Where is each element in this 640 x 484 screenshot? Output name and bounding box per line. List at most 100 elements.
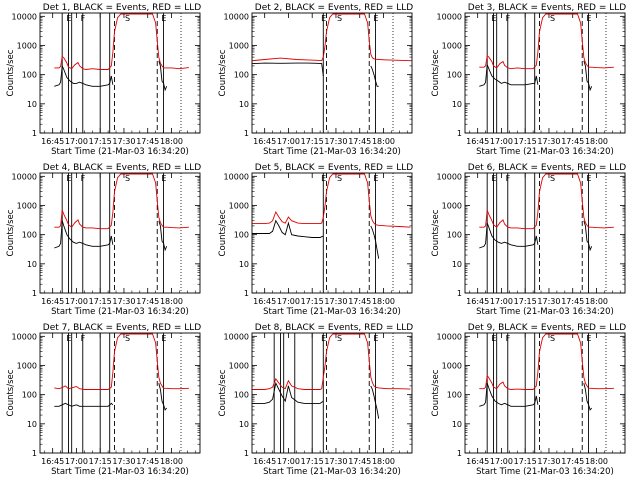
events-rate-line [54, 64, 114, 87]
y-tick-label: 10 [452, 100, 462, 109]
panel-title: Det 5, BLACK = Events, RED = LLD [255, 163, 414, 173]
x-tick-label: 18:00 [585, 137, 608, 146]
marker-label-s: S [550, 14, 555, 23]
marker-label-f: F [506, 334, 511, 343]
marker-label-e: E [586, 14, 591, 23]
x-tick-label: 17:00 [65, 297, 88, 306]
y-tick-label: 10000 [224, 332, 249, 341]
events-rate-line [583, 220, 593, 252]
y-tick-label: 1000 [229, 361, 249, 370]
x-tick-label: 16:45 [466, 457, 489, 466]
x-axis-label: Start Time (21-Mar-03 16:34:20) [51, 307, 189, 317]
plot-area [252, 173, 411, 293]
x-tick-label: 17:45 [136, 137, 159, 146]
x-axis-label: Start Time (21-Mar-03 16:34:20) [263, 467, 401, 477]
y-tick-label: 10 [27, 260, 37, 269]
marker-label-e: E [66, 174, 71, 183]
events-rate-line [370, 385, 380, 419]
marker-label-s: S [550, 174, 555, 183]
marker-label-f: F [81, 14, 86, 23]
events-rate-line [479, 64, 539, 87]
x-tick-label: 18:00 [160, 137, 183, 146]
x-tick-label: 17:15 [301, 137, 324, 146]
panel-frame [251, 332, 413, 454]
panel-det-9: Det 9, BLACK = Events, RED = LLD 1 10 100 10… [431, 323, 626, 477]
x-tick-label: 17:30 [112, 457, 135, 466]
marker-label-e: E [161, 334, 166, 343]
y-tick-label: 10000 [12, 332, 37, 341]
panel-title: Det 6, BLACK = Events, RED = LLD [468, 163, 627, 173]
x-tick-label: 17:15 [301, 297, 324, 306]
y-tick-label: 1 [32, 449, 37, 458]
events-rate-line [583, 382, 593, 411]
panel-det-7: Det 7, BLACK = Events, RED = LLD 1 10 100 10… [6, 323, 201, 477]
panel-title: Det 1, BLACK = Events, RED = LLD [43, 3, 202, 13]
y-tick-label: 10 [239, 420, 249, 429]
y-tick-label: 1 [32, 289, 37, 298]
panel-det-2: Det 2, BLACK = Events, RED = LLD 1 10 100 10… [218, 3, 413, 157]
events-rate-line [479, 382, 539, 407]
panel-title: Det 3, BLACK = Events, RED = LLD [468, 3, 627, 13]
x-tick-label: 17:15 [89, 137, 112, 146]
y-tick-label: 1 [457, 129, 462, 138]
plot-area [479, 173, 614, 293]
marker-label-e: E [491, 14, 496, 23]
y-tick-label: 1000 [442, 41, 462, 50]
x-tick-label: 17:00 [490, 457, 513, 466]
x-tick-label: 17:15 [89, 457, 112, 466]
lld-rate-line [54, 13, 189, 70]
lld-rate-line [479, 333, 614, 390]
marker-label-e: E [586, 174, 591, 183]
x-axis-label: Start Time (21-Mar-03 16:34:20) [263, 147, 401, 157]
x-tick-label: 17:00 [277, 457, 300, 466]
x-tick-label: 17:15 [514, 137, 537, 146]
panel-det-6: Det 6, BLACK = Events, RED = LLD 1 10 100 10… [431, 163, 626, 317]
x-tick-label: 18:00 [585, 297, 608, 306]
lld-rate-line [252, 173, 411, 228]
y-tick-label: 1 [457, 289, 462, 298]
panel-title: Det 2, BLACK = Events, RED = LLD [255, 3, 414, 13]
lld-rate-line [252, 333, 411, 390]
events-rate-line [54, 220, 114, 249]
x-tick-label: 17:45 [561, 457, 584, 466]
marker-label-s: S [337, 174, 342, 183]
panel-title: Det 9, BLACK = Events, RED = LLD [468, 323, 627, 333]
lld-rate-line [479, 13, 614, 70]
y-tick-label: 10000 [224, 172, 249, 181]
marker-label-e: E [161, 174, 166, 183]
x-tick-label: 16:45 [466, 297, 489, 306]
x-tick-label: 18:00 [160, 297, 183, 306]
y-tick-label: 10000 [437, 12, 462, 21]
plot-area [252, 13, 411, 133]
y-tick-label: 10 [239, 100, 249, 109]
x-tick-label: 17:30 [537, 297, 560, 306]
x-tick-label: 17:15 [514, 297, 537, 306]
panel-title: Det 4, BLACK = Events, RED = LLD [43, 163, 202, 173]
y-tick-label: 100 [447, 71, 462, 80]
events-rate-line [158, 220, 168, 252]
events-rate-line [54, 402, 114, 407]
x-tick-label: 17:15 [514, 457, 537, 466]
y-tick-label: 100 [447, 391, 462, 400]
x-tick-label: 17:45 [348, 137, 371, 146]
marker-label-e: E [66, 334, 71, 343]
panel-frame [39, 332, 201, 454]
x-tick-label: 16:45 [466, 137, 489, 146]
x-tick-label: 16:45 [41, 297, 64, 306]
marker-label-e: E [321, 174, 326, 183]
x-axis-label: Start Time (21-Mar-03 16:34:20) [51, 467, 189, 477]
x-tick-label: 17:45 [561, 297, 584, 306]
x-tick-label: 17:30 [537, 457, 560, 466]
x-tick-label: 17:45 [348, 297, 371, 306]
plot-area [54, 333, 189, 453]
x-axis-label: Start Time (21-Mar-03 16:34:20) [51, 147, 189, 157]
marker-label-s: S [125, 334, 130, 343]
x-tick-label: 17:00 [277, 297, 300, 306]
lld-rate-line [54, 173, 189, 230]
panel-frame [464, 12, 626, 134]
marker-label-e: E [321, 14, 326, 23]
y-tick-label: 100 [22, 391, 37, 400]
events-rate-line [479, 222, 539, 249]
